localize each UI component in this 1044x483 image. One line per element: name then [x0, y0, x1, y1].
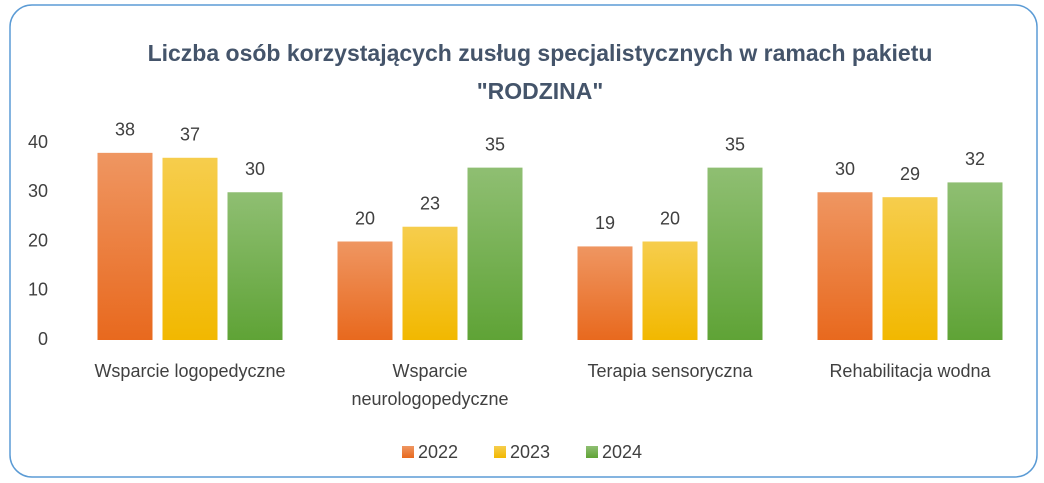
data-label: 30	[245, 159, 265, 179]
data-label: 20	[355, 208, 375, 228]
data-label: 32	[965, 149, 985, 169]
data-label: 35	[485, 134, 505, 154]
bar	[577, 246, 633, 340]
x-tick-label: Rehabilitacja wodna	[829, 361, 991, 381]
data-label: 38	[115, 120, 135, 140]
data-label: 30	[835, 159, 855, 179]
data-label: 23	[420, 193, 440, 213]
x-tick-label: Wsparcie logopedyczne	[94, 361, 285, 381]
y-tick-label: 10	[28, 280, 48, 300]
y-tick-label: 0	[38, 329, 48, 349]
chart-title: Liczba osób korzystających zusług specja…	[148, 40, 933, 104]
legend-label: 2022	[418, 442, 458, 462]
bar	[467, 167, 523, 340]
bar	[402, 226, 458, 340]
bar	[97, 152, 153, 340]
data-label: 20	[660, 208, 680, 228]
chart-frame	[9, 4, 1038, 478]
bar	[947, 182, 1003, 340]
bar	[817, 192, 873, 340]
bar	[337, 241, 393, 340]
legend-swatch	[402, 446, 414, 458]
legend-label: 2024	[602, 442, 642, 462]
y-tick-label: 40	[28, 132, 48, 152]
x-tick-label: Terapia sensoryczna	[587, 361, 753, 381]
data-label: 29	[900, 164, 920, 184]
data-label: 37	[180, 125, 200, 145]
legend-swatch	[494, 446, 506, 458]
y-tick-label: 30	[28, 181, 48, 201]
bar	[162, 157, 218, 340]
bar	[707, 167, 763, 340]
x-tick-label: Wsparcie neurologopedyczne	[351, 361, 508, 409]
legend-swatch	[586, 446, 598, 458]
y-tick-label: 20	[28, 230, 48, 250]
legend-label: 2023	[510, 442, 550, 462]
data-label: 35	[725, 134, 745, 154]
bar	[882, 197, 938, 340]
bar	[227, 192, 283, 340]
data-label: 19	[595, 213, 615, 233]
bar	[642, 241, 698, 340]
